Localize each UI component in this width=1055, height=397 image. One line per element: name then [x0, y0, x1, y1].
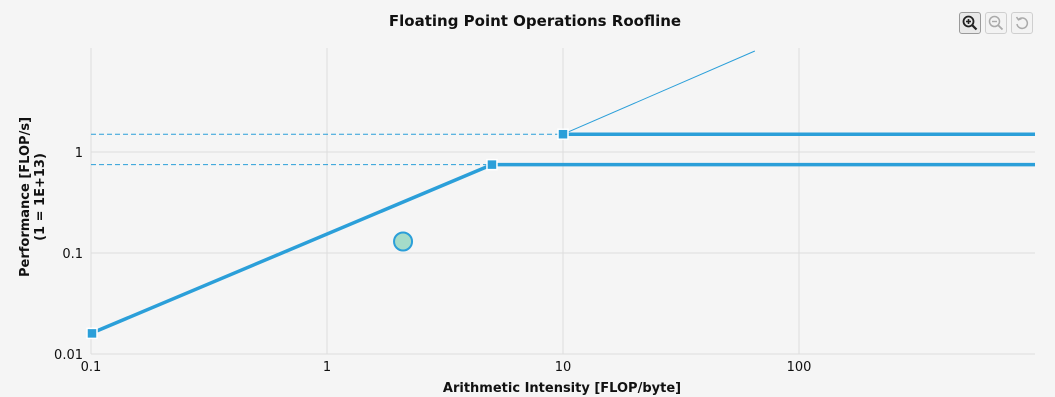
chart-toolbar — [959, 12, 1033, 34]
bandwidth-line-extension — [562, 50, 756, 135]
plot-area — [86, 50, 1035, 340]
grid — [90, 48, 1035, 355]
zoom-out-button[interactable] — [985, 12, 1007, 34]
y-axis-label: Performance [FLOP/s] — [18, 117, 33, 277]
y-tick-label-1: 0.1 — [62, 247, 83, 262]
y-tick-label-2: 1 — [75, 146, 83, 161]
x-axis-label: Arithmetic Intensity [FLOP/byte] — [443, 381, 681, 396]
roof-marker-1-0 — [486, 158, 498, 171]
y-tick-label-0: 0.01 — [54, 348, 83, 363]
x-tick-label-0: 0.1 — [81, 360, 102, 375]
x-tick-label-1: 1 — [323, 360, 331, 375]
roof-marker-0-0 — [557, 128, 569, 140]
roof-marker-1-1 — [86, 327, 98, 340]
x-tick-label-3: 100 — [787, 360, 812, 375]
zoom-in-icon — [962, 15, 978, 31]
reset-icon — [1015, 16, 1029, 30]
chart-title: Floating Point Operations Roofline — [389, 12, 681, 30]
reset-button[interactable] — [1011, 12, 1033, 34]
x-tick-label-2: 10 — [555, 360, 572, 375]
zoom-in-button[interactable] — [959, 12, 981, 34]
zoom-out-icon — [988, 15, 1004, 31]
data-point — [393, 231, 414, 252]
y-axis-sublabel: (1 = 1E+13) — [33, 153, 48, 241]
